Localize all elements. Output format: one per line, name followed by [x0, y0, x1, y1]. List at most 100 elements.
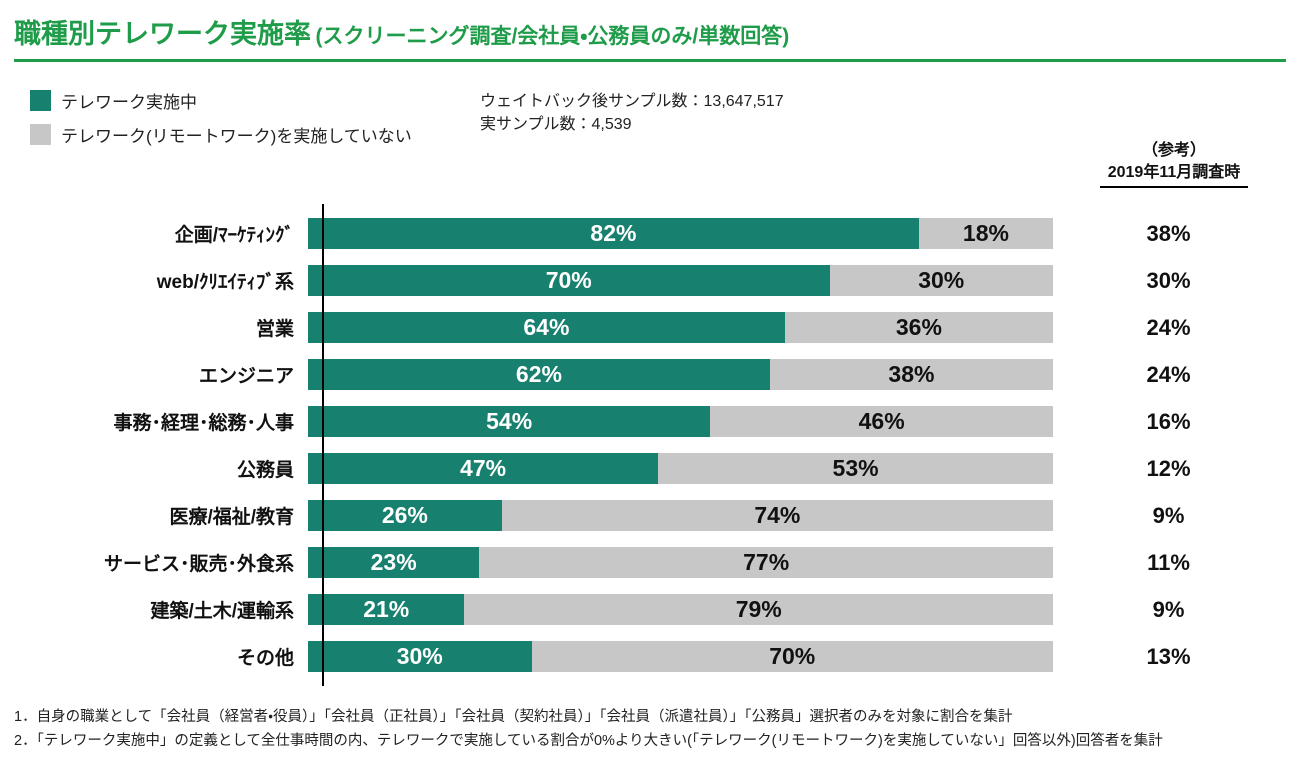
bar-segment-not-implementing: 36% — [784, 312, 1053, 343]
title-main: 職種別テレワーク実施率 — [14, 19, 311, 49]
bar-segment-not-implementing: 46% — [710, 406, 1053, 437]
bar-value-not-implementing: 30% — [918, 267, 965, 293]
bar-value-not-implementing: 53% — [832, 455, 879, 481]
category-label: 事務･経理･総務･人事 — [113, 413, 294, 434]
reference-value: 24% — [1146, 314, 1191, 340]
category-label: 企画/ﾏｰｹﾃｨﾝｸﾞ — [174, 225, 294, 246]
bar-value-not-implementing: 77% — [743, 549, 790, 575]
chart-row: その他 30% 70% 13% — [16, 633, 1284, 680]
title-subtitle: (スクリーニング調査/会社員・公務員のみ/単数回答) — [315, 25, 790, 48]
bar-track: 62% 38% — [308, 359, 1053, 390]
reference-header-line1: （参考） — [1141, 142, 1206, 159]
bar-value-implementing: 82% — [590, 220, 637, 246]
bar-segment-implementing: 54% — [308, 406, 711, 437]
reference-value: 16% — [1146, 408, 1191, 434]
bar-value-implementing: 70% — [545, 267, 592, 293]
category-label: サービス･販売･外食系 — [103, 554, 294, 575]
bar-segment-not-implementing: 79% — [464, 594, 1053, 625]
bar-segment-not-implementing: 38% — [769, 359, 1053, 390]
bar-track: 64% 36% — [308, 312, 1053, 343]
bar-value-implementing: 23% — [370, 549, 417, 575]
reference-value: 30% — [1146, 267, 1191, 293]
bar-segment-implementing: 62% — [308, 359, 770, 390]
footnote-2: 2．「テレワーク実施中」の定義として全仕事時間の内、テレワークで実施している割合… — [14, 732, 1163, 749]
reference-header-line2: 2019年11月調査時 — [1100, 162, 1248, 189]
bar-track: 82% 18% — [308, 218, 1053, 249]
bar-value-implementing: 21% — [363, 596, 410, 622]
bar-value-implementing: 30% — [396, 643, 443, 669]
page-header: 職種別テレワーク実施率 (スクリーニング調査/会社員・公務員のみ/単数回答) — [14, 12, 1286, 62]
legend-swatch-gray — [30, 124, 51, 145]
category-label: その他 — [236, 648, 294, 669]
bar-track: 23% 77% — [308, 547, 1053, 578]
page-title: 職種別テレワーク実施率 (スクリーニング調査/会社員・公務員のみ/単数回答) — [14, 12, 1286, 51]
chart-row: 医療/福祉/教育 26% 74% 9% — [16, 492, 1284, 539]
chart-row: サービス･販売･外食系 23% 77% 11% — [16, 539, 1284, 586]
bar-track: 30% 70% — [308, 641, 1053, 672]
legend-item-implementing: テレワーク実施中 — [30, 88, 412, 113]
reference-value: 13% — [1146, 643, 1191, 669]
chart-row: エンジニア 62% 38% 24% — [16, 351, 1284, 398]
reference-value: 38% — [1146, 220, 1191, 246]
bar-segment-implementing: 26% — [308, 500, 502, 531]
bar-segment-not-implementing: 53% — [658, 453, 1053, 484]
sample-info: ウェイトバック後サンプル数：13,647,517 実サンプル数：4,539 — [480, 90, 784, 136]
reference-value: 24% — [1146, 361, 1191, 387]
bar-segment-not-implementing: 70% — [531, 641, 1053, 672]
bar-segment-implementing: 82% — [308, 218, 919, 249]
reference-value: 12% — [1146, 455, 1191, 481]
category-label: 営業 — [255, 319, 294, 340]
category-label: web/ｸﾘｴｲﾃｨﾌﾞ系 — [156, 272, 294, 293]
bar-segment-not-implementing: 18% — [918, 218, 1053, 249]
chart-row: 建築/土木/運輸系 21% 79% 9% — [16, 586, 1284, 633]
bar-segment-implementing: 30% — [308, 641, 532, 672]
bar-value-implementing: 47% — [460, 455, 507, 481]
bar-value-implementing: 26% — [381, 502, 428, 528]
bar-value-not-implementing: 46% — [858, 408, 905, 434]
chart-row: 事務･経理･総務･人事 54% 46% 16% — [16, 398, 1284, 445]
legend-label-not-implementing: テレワーク(リモートワーク)を実施していない — [61, 127, 412, 146]
reference-value: 11% — [1147, 549, 1190, 575]
category-label: 建築/土木/運輸系 — [150, 601, 294, 622]
bar-track: 54% 46% — [308, 406, 1053, 437]
chart-row: 営業 64% 36% 24% — [16, 304, 1284, 351]
category-label: エンジニア — [198, 366, 294, 387]
chart-row: 企画/ﾏｰｹﾃｨﾝｸﾞ 82% 18% 38% — [16, 210, 1284, 257]
stacked-bar-chart: 企画/ﾏｰｹﾃｨﾝｸﾞ 82% 18% 38% web/ｸﾘｴｲﾃｨﾌﾞ系 70… — [16, 204, 1284, 686]
bar-segment-implementing: 23% — [308, 547, 480, 578]
category-label: 医療/福祉/教育 — [169, 507, 294, 528]
sample-actual: 実サンプル数：4,539 — [480, 116, 632, 134]
bar-segment-not-implementing: 77% — [479, 547, 1053, 578]
legend-label-implementing: テレワーク実施中 — [61, 93, 197, 112]
sample-weighted: ウェイトバック後サンプル数：13,647,517 — [480, 93, 784, 110]
bar-segment-not-implementing: 74% — [501, 500, 1053, 531]
reference-value: 9% — [1152, 502, 1185, 528]
title-underline — [14, 59, 1286, 62]
bar-track: 70% 30% — [308, 265, 1053, 296]
bar-value-not-implementing: 36% — [895, 314, 942, 340]
bar-value-not-implementing: 18% — [962, 220, 1009, 246]
bar-value-not-implementing: 38% — [888, 361, 935, 387]
bar-value-not-implementing: 70% — [769, 643, 816, 669]
bar-segment-not-implementing: 30% — [829, 265, 1053, 296]
bar-track: 47% 53% — [308, 453, 1053, 484]
bar-segment-implementing: 21% — [308, 594, 465, 625]
reference-value: 9% — [1152, 596, 1185, 622]
bar-segment-implementing: 47% — [308, 453, 659, 484]
bar-segment-implementing: 70% — [308, 265, 830, 296]
bar-track: 21% 79% — [308, 594, 1053, 625]
legend-item-not-implementing: テレワーク(リモートワーク)を実施していない — [30, 122, 412, 147]
chart-rows: 企画/ﾏｰｹﾃｨﾝｸﾞ 82% 18% 38% web/ｸﾘｴｲﾃｨﾌﾞ系 70… — [16, 210, 1284, 680]
bar-value-implementing: 62% — [515, 361, 562, 387]
bar-value-not-implementing: 79% — [735, 596, 782, 622]
category-label: 公務員 — [236, 460, 294, 481]
bar-value-implementing: 64% — [523, 314, 570, 340]
bar-track: 26% 74% — [308, 500, 1053, 531]
bar-value-not-implementing: 74% — [754, 502, 801, 528]
chart-row: 公務員 47% 53% 12% — [16, 445, 1284, 492]
bar-segment-implementing: 64% — [308, 312, 785, 343]
chart-row: web/ｸﾘｴｲﾃｨﾌﾞ系 70% 30% 30% — [16, 257, 1284, 304]
legend-swatch-teal — [30, 90, 51, 111]
footnote-1: 1．自身の職業として「会社員（経営者・役員）」「会社員（正社員）」「会社員（契約… — [14, 709, 1013, 725]
